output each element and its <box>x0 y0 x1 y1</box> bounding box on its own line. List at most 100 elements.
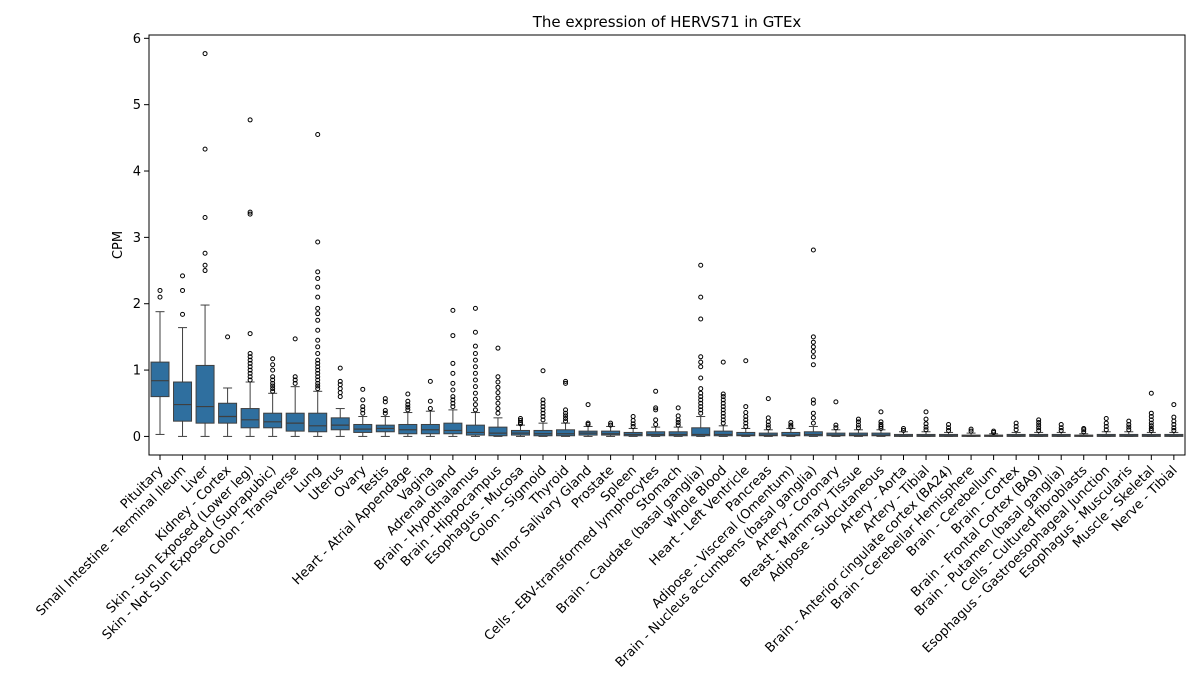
outlier-point <box>157 294 163 300</box>
box-group <box>556 378 576 437</box>
outlier-point <box>270 383 276 389</box>
outlier-point <box>495 345 501 351</box>
outlier-point <box>675 419 681 425</box>
outlier-point <box>472 407 478 413</box>
outlier-point <box>270 356 276 362</box>
outlier-point <box>360 397 366 403</box>
outlier-point <box>495 384 501 390</box>
outlier-point <box>270 388 276 394</box>
box-group <box>1164 402 1184 437</box>
outlier-point <box>698 359 704 365</box>
box-group <box>420 378 440 437</box>
outlier-point <box>292 336 298 342</box>
outlier-point <box>270 377 276 383</box>
outlier-point <box>878 409 884 415</box>
outlier-point <box>337 386 343 392</box>
outlier-point <box>720 397 726 403</box>
iqr-box <box>758 432 778 437</box>
outlier-point <box>450 397 456 403</box>
box-group <box>173 273 193 437</box>
outlier-point <box>315 360 321 366</box>
box-group <box>218 334 238 437</box>
outlier-point <box>360 386 366 392</box>
outlier-point <box>833 425 839 431</box>
iqr-box <box>533 429 553 437</box>
outlier-point <box>270 386 276 392</box>
outlier-point <box>788 424 794 430</box>
outlier-point <box>180 311 186 317</box>
outlier-point <box>1103 427 1109 433</box>
y-tick-label: 4 <box>133 165 141 180</box>
outlier-point <box>315 374 321 380</box>
iqr-box <box>691 427 711 437</box>
outlier-point <box>202 262 208 268</box>
box-group <box>848 416 868 437</box>
outlier-point <box>202 214 208 220</box>
y-tick-label: 6 <box>133 32 141 47</box>
outlier-point <box>765 422 771 428</box>
iqr-box <box>263 412 283 429</box>
outlier-point <box>698 364 704 370</box>
outlier-point <box>698 294 704 300</box>
outlier-point <box>1036 417 1042 423</box>
outlier-point <box>698 400 704 406</box>
outlier-point <box>991 428 997 434</box>
box-group <box>1096 416 1116 437</box>
outlier-point <box>315 294 321 300</box>
box-group <box>1119 418 1139 437</box>
outlier-point <box>270 367 276 373</box>
outlier-point <box>720 394 726 400</box>
outlier-point <box>855 422 861 428</box>
outlier-point <box>337 365 343 371</box>
iqr-box <box>488 426 508 437</box>
outlier-point <box>1058 421 1064 427</box>
outlier-point <box>247 117 253 123</box>
outlier-point <box>315 367 321 373</box>
outlier-point <box>743 420 749 426</box>
outlier-point <box>563 380 569 386</box>
outlier-point <box>315 357 321 363</box>
iqr-box <box>736 431 756 437</box>
outlier-point <box>743 358 749 364</box>
outlier-point <box>247 350 253 356</box>
outlier-point <box>1148 410 1154 416</box>
box-group <box>601 420 621 437</box>
iqr-box <box>420 423 440 435</box>
outlier-point <box>360 407 366 413</box>
outlier-point <box>540 414 546 420</box>
outlier-point <box>247 374 253 380</box>
outlier-point <box>450 307 456 313</box>
outlier-point <box>563 410 569 416</box>
outlier-point <box>202 250 208 256</box>
outlier-point <box>495 379 501 385</box>
outlier-point <box>495 400 501 406</box>
y-tick-label: 5 <box>133 98 141 113</box>
plot-area <box>150 51 1184 437</box>
outlier-point <box>360 410 366 416</box>
box-group <box>871 409 891 437</box>
outlier-point <box>1058 427 1064 433</box>
outlier-point <box>247 209 253 215</box>
outlier-point <box>315 370 321 376</box>
outlier-point <box>315 305 321 311</box>
outlier-point <box>495 406 501 412</box>
outlier-point <box>608 422 614 428</box>
outlier-point <box>315 269 321 275</box>
outlier-point <box>900 425 906 431</box>
iqr-box <box>668 431 688 437</box>
outlier-point <box>247 354 253 360</box>
iqr-box <box>353 423 373 433</box>
box-group <box>578 402 598 437</box>
outlier-point <box>450 360 456 366</box>
outlier-point <box>810 247 816 253</box>
outlier-point <box>1148 423 1154 429</box>
outlier-point <box>1036 422 1042 428</box>
box-group <box>961 426 981 437</box>
iqr-box <box>871 432 891 437</box>
outlier-point <box>788 419 794 425</box>
y-axis-label: CPM <box>111 231 126 259</box>
y-axis: 0 1 2 3 4 5 6 <box>133 32 149 445</box>
outlier-point <box>315 317 321 323</box>
